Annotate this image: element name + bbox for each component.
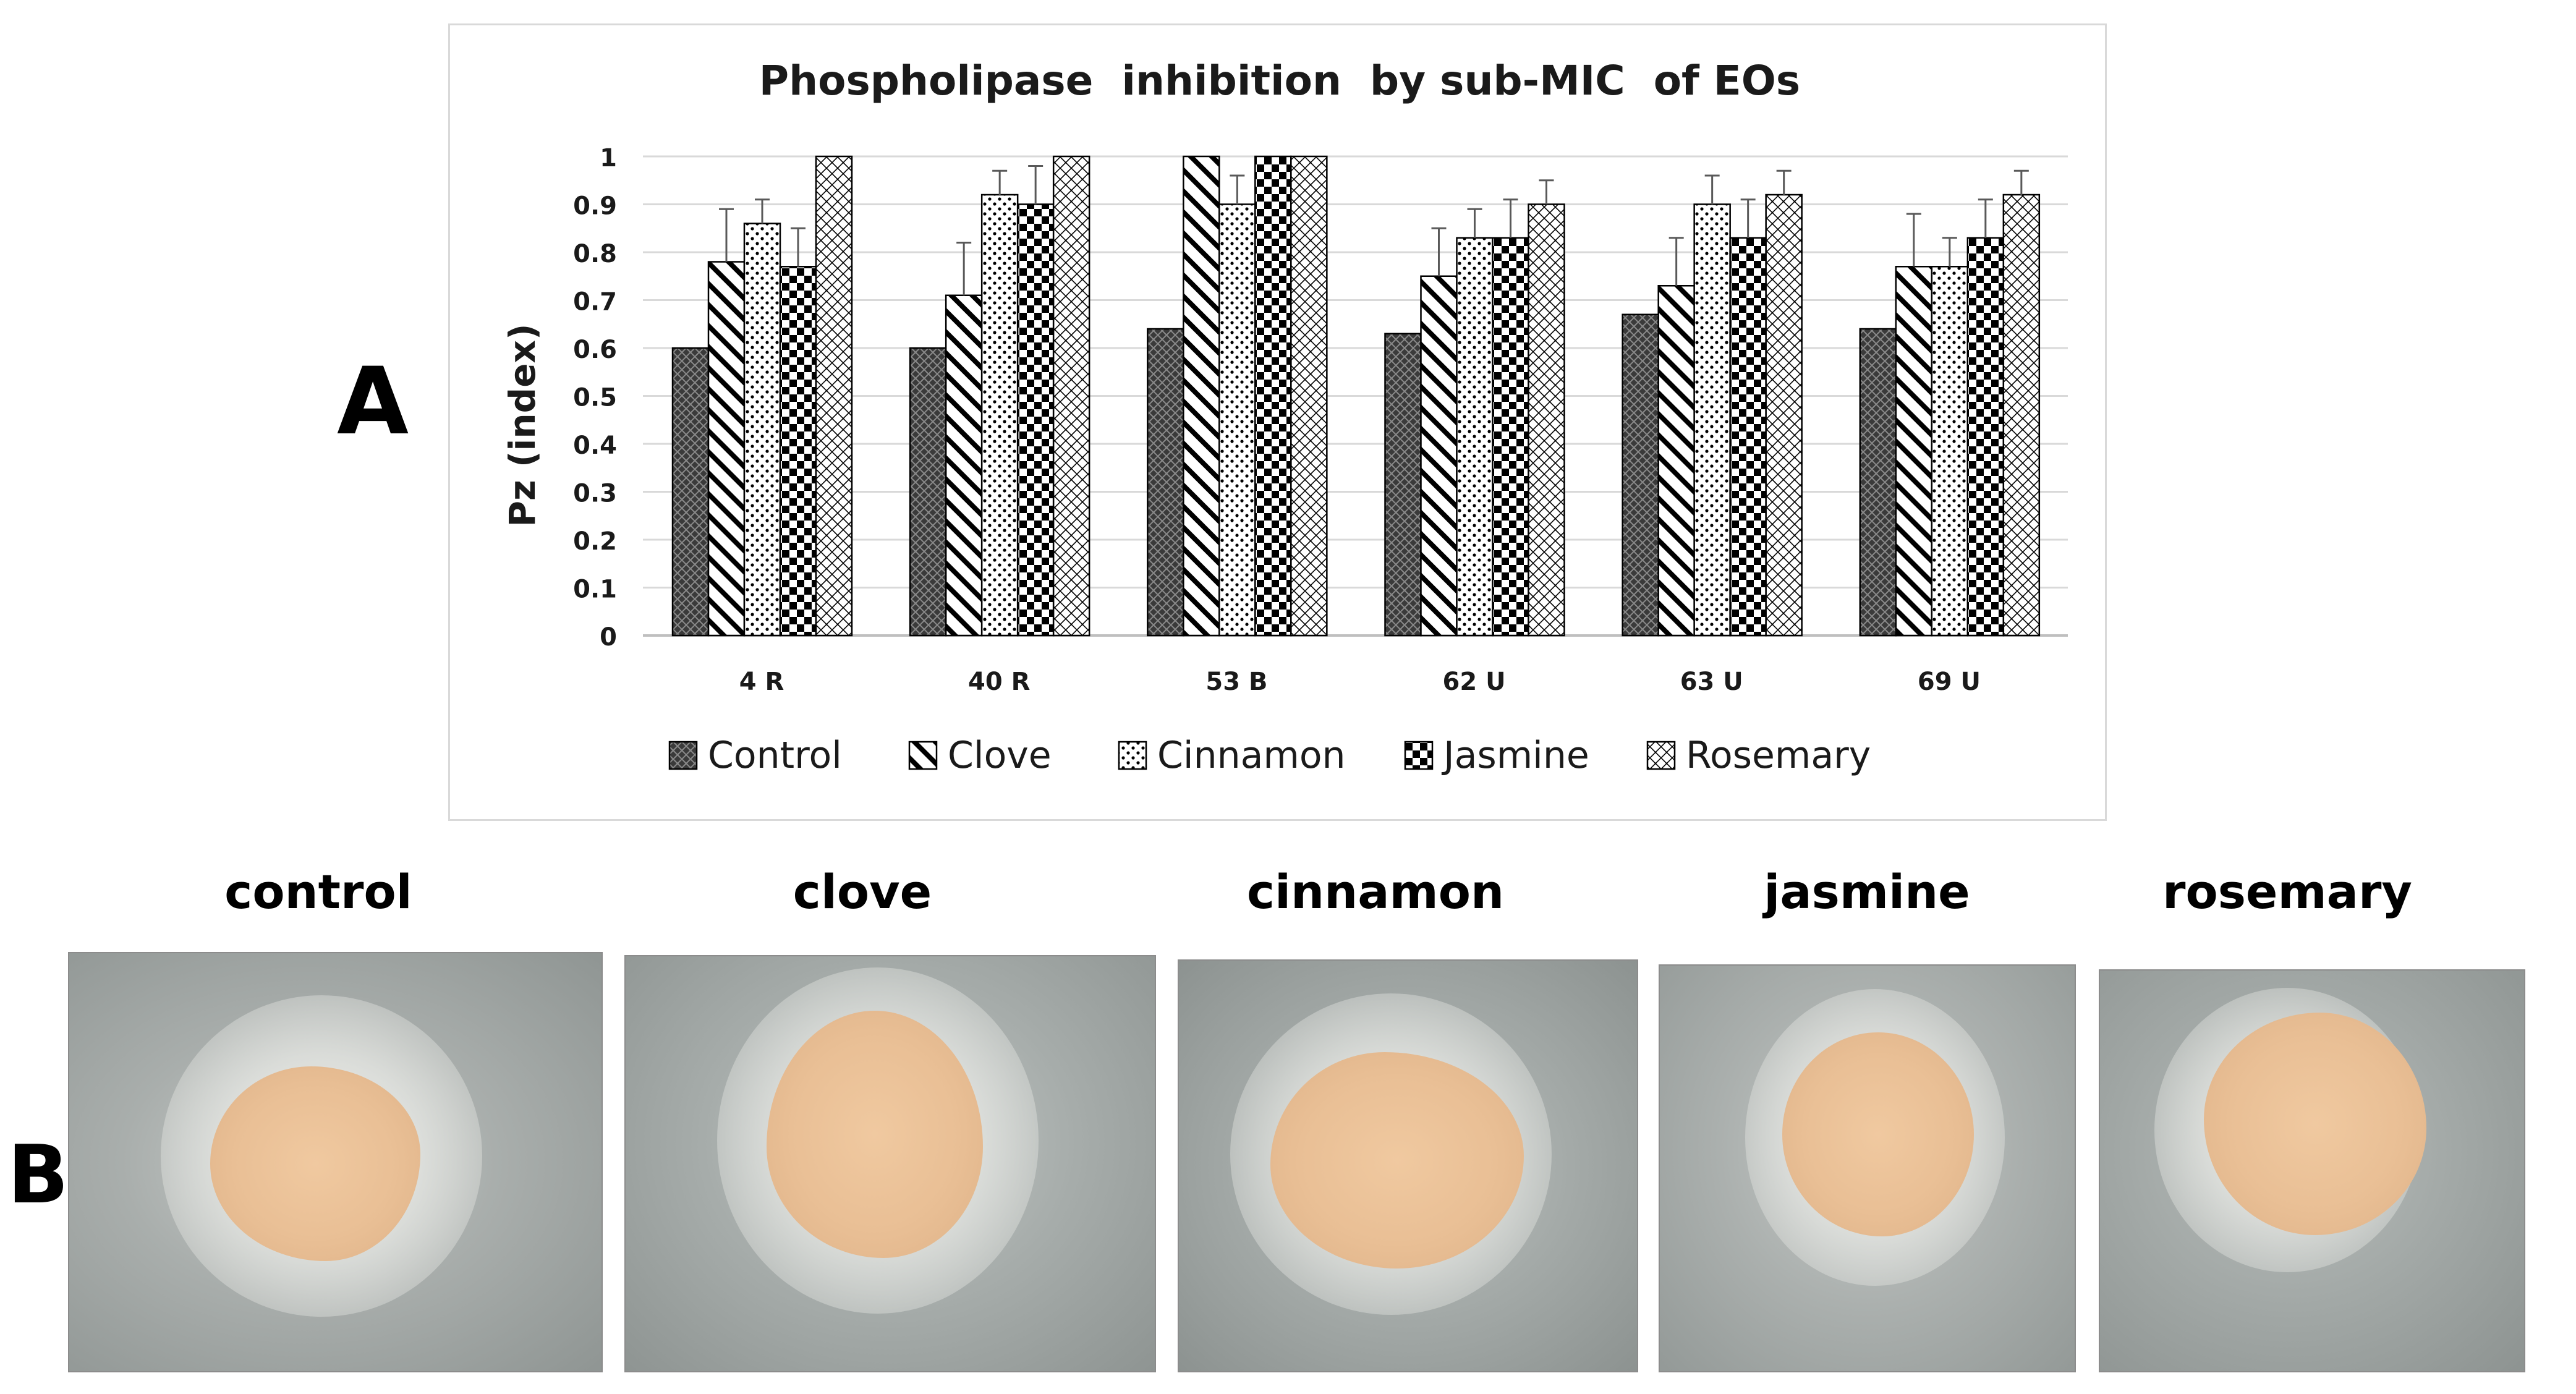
x-tick-label: 69 U [1918, 668, 1981, 696]
bar-rosemary-62u [1528, 203, 1565, 637]
gridlines [643, 155, 2068, 637]
bar-rosemary-69u [2002, 193, 2041, 637]
bar-rosemary-40r [1052, 155, 1090, 637]
plate-photo-jasmine [1659, 964, 2076, 1372]
bar-clove-63u [1657, 285, 1695, 637]
bar-jasmine-40r [1016, 203, 1055, 637]
y-tick-label: 0.8 [573, 240, 617, 268]
bar-clove-69u [1895, 266, 1933, 637]
bar-control-53b [1147, 328, 1184, 637]
plate-photo-cinnamon [1178, 959, 1638, 1372]
y-axis-label: Pz (index) [501, 324, 543, 527]
bar-clove-4r [707, 261, 746, 637]
bar-jasmine-4r [779, 266, 817, 637]
y-tick-label: 0.9 [573, 192, 617, 221]
bar-cinnamon-4r [743, 223, 781, 637]
x-tick-label: 62 U [1443, 668, 1506, 696]
bar-clove-62u [1420, 275, 1458, 637]
bar-cinnamon-53b [1218, 203, 1256, 637]
bar-rosemary-4r [815, 155, 853, 637]
y-tick-labels: 0 0.1 0.2 0.3 0.4 0.5 0.6 0.7 0.8 0.9 1 [573, 144, 617, 652]
legend-label-clove: Clove [948, 734, 1052, 777]
bar-control-40r [909, 347, 947, 637]
plate-photo-control [68, 952, 603, 1372]
legend-swatch-clove [908, 741, 938, 770]
y-tick-label: 0.2 [573, 527, 617, 556]
x-tick-label: 53 B [1205, 668, 1267, 696]
photo-label-jasmine: jasmine [1764, 864, 1970, 919]
bars [671, 155, 2041, 637]
y-tick-label: 0 [600, 623, 617, 652]
y-tick-label: 0.3 [573, 480, 617, 508]
x-tick-label: 63 U [1680, 668, 1743, 696]
bar-jasmine-63u [1729, 237, 1767, 637]
photo-label-control: control [224, 864, 412, 919]
legend-swatch-rosemary [1646, 741, 1676, 770]
bar-jasmine-53b [1254, 155, 1292, 637]
plate-photo-clove [624, 955, 1156, 1372]
y-tick-label: 0.6 [573, 336, 617, 364]
y-tick-label: 0.7 [573, 288, 617, 317]
error-bars [719, 165, 2029, 295]
x-tick-labels: 4 R 40 R 53 B 62 U 63 U 69 U [739, 668, 1981, 696]
x-tick-label: 40 R [968, 668, 1030, 696]
y-tick-label: 0.1 [573, 576, 617, 604]
bar-jasmine-62u [1492, 237, 1529, 637]
bar-cinnamon-63u [1693, 203, 1731, 637]
bar-cinnamon-62u [1456, 237, 1494, 637]
bar-rosemary-63u [1765, 193, 1803, 637]
plate-photo-rosemary [2099, 969, 2525, 1372]
bar-control-4r [671, 347, 710, 637]
y-tick-label: 0.4 [573, 431, 617, 460]
y-tick-label: 1 [600, 144, 617, 172]
legend-swatch-cinnamon [1118, 741, 1147, 770]
bar-clove-40r [945, 294, 983, 637]
phospholipase-chart: Phospholipase inhibition by sub-MIC of E… [501, 57, 2068, 777]
bar-control-63u [1622, 313, 1659, 637]
chart-title: Phospholipase inhibition by sub-MIC of E… [759, 57, 1800, 104]
bar-cinnamon-40r [980, 193, 1019, 637]
legend-label-rosemary: Rosemary [1686, 734, 1871, 777]
photo-label-clove: clove [793, 864, 932, 919]
panel-label-a: A [337, 348, 409, 456]
legend-label-jasmine: Jasmine [1441, 734, 1589, 777]
x-tick-label: 4 R [739, 668, 784, 696]
bar-rosemary-53b [1290, 155, 1328, 637]
panel-label-b: B [7, 1128, 69, 1222]
bar-clove-53b [1183, 155, 1220, 637]
legend-swatch-jasmine [1404, 741, 1434, 770]
legend-label-cinnamon: Cinnamon [1157, 734, 1346, 777]
legend-label-control: Control [708, 734, 842, 777]
photo-label-rosemary: rosemary [2162, 864, 2412, 919]
bar-cinnamon-69u [1931, 266, 1969, 637]
bar-control-62u [1384, 333, 1422, 637]
legend-swatch-control [668, 741, 698, 770]
bar-jasmine-69u [1966, 237, 2005, 637]
legend: Control Clove Cinnamon Jasmine Rosemary [668, 734, 1871, 777]
photo-label-cinnamon: cinnamon [1246, 864, 1505, 919]
bar-control-69u [1859, 328, 1897, 637]
y-tick-label: 0.5 [573, 384, 617, 412]
